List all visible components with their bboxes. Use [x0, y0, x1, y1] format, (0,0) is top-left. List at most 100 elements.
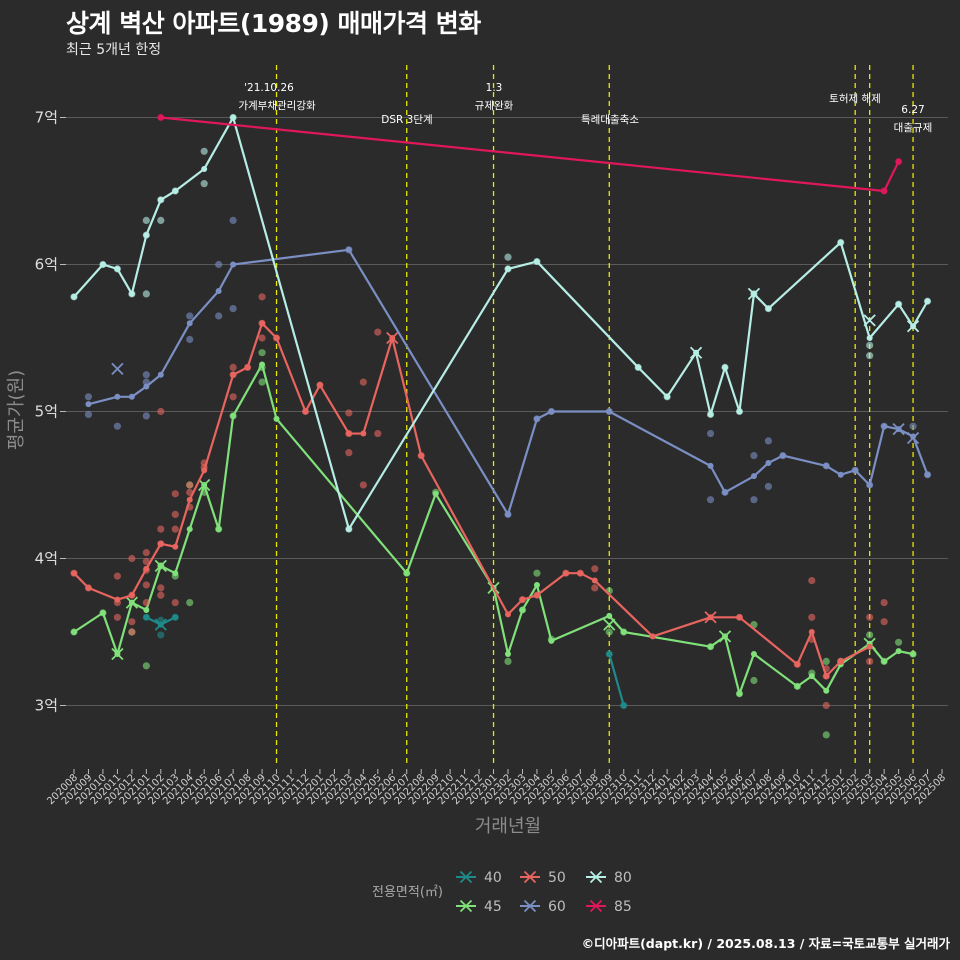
line-vertex: [591, 577, 598, 584]
y-tick-label: 5억: [35, 403, 58, 421]
line-vertex: [505, 611, 511, 618]
data-point: [142, 557, 150, 566]
line-vertex: [765, 305, 772, 312]
line-vertex: [736, 408, 743, 415]
line-vertex: [533, 258, 540, 265]
data-point: [909, 422, 917, 430]
data-point: [142, 412, 150, 420]
data-point: [880, 618, 888, 626]
data-point: [113, 422, 121, 430]
event-label: DSR 3단계: [381, 114, 432, 126]
line-vertex: [273, 415, 280, 422]
data-point: [157, 591, 165, 599]
line-vertex: [143, 565, 150, 572]
x-marker: [111, 647, 124, 661]
line-vertex: [143, 614, 150, 621]
data-point: [128, 554, 136, 563]
data-point: [822, 701, 830, 710]
line-vertex: [143, 606, 150, 613]
line-vertex: [823, 687, 830, 694]
data-point: [374, 429, 382, 438]
event-label: 토허제 해제: [829, 92, 881, 105]
data-point: [229, 393, 237, 401]
line-vertex: [230, 412, 237, 419]
line-vertex: [215, 287, 222, 294]
line-vertex: [533, 592, 540, 599]
data-point: [605, 628, 613, 636]
line-vertex: [114, 393, 121, 400]
event-label: '21.10.26: [244, 82, 294, 94]
data-point: [880, 599, 888, 607]
data-point: [142, 371, 150, 379]
legend-item-40: 40: [456, 870, 502, 886]
data-point: [128, 618, 136, 626]
line-vertex: [736, 690, 743, 697]
line-vertex: [794, 661, 801, 668]
data-point: [186, 312, 194, 320]
line-vertex: [316, 382, 323, 389]
data-point: [504, 657, 512, 666]
data-point: [142, 216, 150, 224]
line-vertex: [345, 526, 352, 533]
line-vertex: [895, 158, 902, 165]
y-tick-label: 6억: [35, 256, 58, 274]
data-point: [866, 657, 874, 666]
data-point: [171, 490, 179, 498]
line-vertex: [85, 401, 92, 408]
line-vertex: [157, 196, 164, 203]
data-point: [345, 449, 353, 457]
data-point: [171, 525, 179, 533]
line-vertex: [808, 673, 815, 680]
data-point: [706, 429, 715, 438]
legend-item-80: 80: [586, 870, 632, 886]
y-tick-label: 3억: [35, 697, 58, 715]
line-vertex: [201, 165, 208, 172]
chart-title: 상계 벽산 아파트(1989) 매매가격 변화: [66, 9, 481, 38]
x-axis-title: 거래년월: [475, 816, 541, 837]
legend-swatch-x: [589, 870, 603, 884]
data-point: [764, 482, 773, 491]
x-marker: [154, 559, 167, 572]
line-vertex: [172, 543, 179, 550]
x-marker: [125, 596, 139, 609]
line-vertex: [157, 540, 164, 547]
line-vertex: [403, 570, 410, 577]
data-point: [374, 328, 382, 336]
line-vertex: [620, 629, 627, 635]
data-point: [822, 657, 830, 666]
data-point: [142, 599, 150, 607]
legend-swatch-x: [589, 899, 603, 913]
line-vertex: [259, 361, 266, 368]
line-vertex: [852, 467, 859, 474]
line-vertex: [143, 383, 150, 390]
data-point: [504, 253, 512, 261]
line-vertex: [866, 482, 873, 488]
data-point: [866, 341, 874, 349]
x-marker: [718, 630, 732, 643]
line-vertex: [230, 114, 237, 121]
data-point: [128, 628, 136, 636]
data-point: [359, 481, 367, 489]
line-vertex: [823, 673, 830, 680]
data-point: [258, 334, 266, 342]
line-vertex: [128, 592, 135, 599]
series-line: [73, 322, 871, 678]
line-vertex: [128, 290, 135, 297]
x-marker: [747, 287, 761, 301]
x-marker: [906, 431, 920, 445]
line-vertex: [505, 265, 511, 272]
line-vertex: [794, 683, 801, 690]
data-point: [808, 613, 816, 621]
line-vertex: [201, 467, 208, 474]
data-point: [200, 180, 208, 188]
line-vertex: [259, 320, 266, 327]
grid-lines: [66, 117, 948, 706]
series-85: [157, 113, 903, 195]
line-vertex: [519, 606, 526, 613]
line-vertex: [895, 648, 902, 655]
line-vertex: [114, 596, 121, 603]
data-point: [200, 147, 208, 155]
legend-label: 85: [614, 899, 632, 915]
data-point: [750, 676, 758, 685]
line-vertex: [895, 301, 902, 308]
